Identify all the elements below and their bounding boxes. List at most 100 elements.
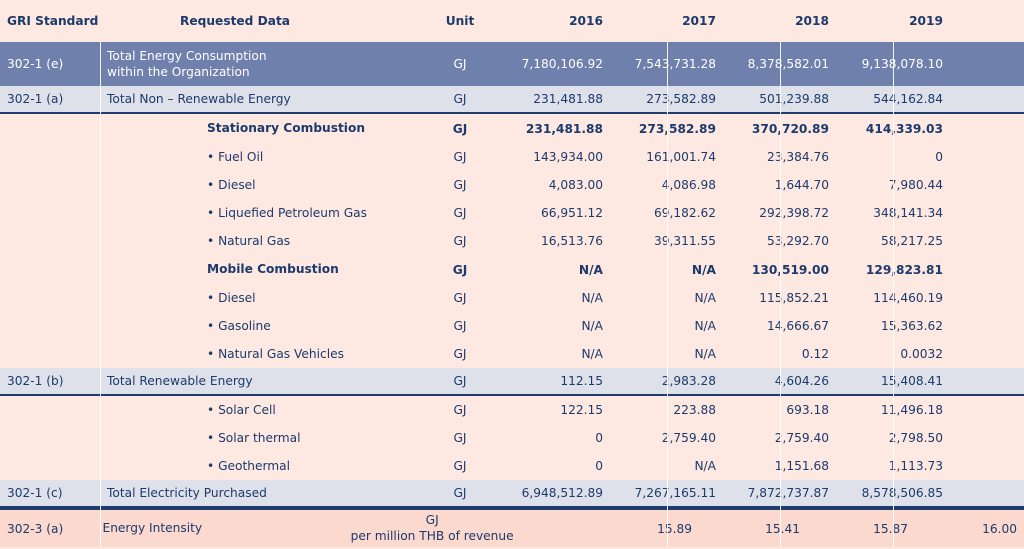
row-label: • Diesel [207,177,256,192]
row-label: Total Electricity Purchased [107,485,267,500]
value-2016: 231,481.88 [525,121,603,136]
value-2017: 223.88 [673,403,716,417]
header-year-2018: 2018 [795,14,829,28]
table-row: • Solar Cell GJ 122.15 223.88 693.18 11,496.1… [0,396,1024,424]
unit-cell: GJ [453,291,467,305]
table-row: • Fuel Oil GJ 143,934.00 161,001.74 23,384.7… [0,143,1024,171]
value-2019: 15,363.62 [880,319,943,333]
unit-cell: GJ [453,234,467,248]
value-2019: 16.00 [982,521,1017,536]
value-2017: 69,182.62 [653,206,716,220]
row-label: Total Non – Renewable Energy [107,91,291,106]
unit-cell: GJ [453,57,467,71]
table-row: 302-3 (a) Energy Intensity GJ per million … [0,508,1024,547]
value-2018: 7,872,737.87 [747,486,829,500]
header-year-2016: 2016 [569,14,603,28]
table-row: • Diesel GJ N/A N/A 115,852.21 114,460.19 [0,284,1024,312]
unit-cell: GJ [453,178,467,192]
value-2018: 0.12 [801,347,829,361]
row-label: Energy Intensity [102,521,203,536]
row-label: • Solar Cell [207,402,276,417]
table-row: Mobile Combustion GJ N/A N/A 130,519.00 129,8… [0,255,1024,284]
value-2018: 1,644.70 [774,178,829,192]
value-2017: N/A [694,291,716,305]
unit-cell: GJ [453,206,467,220]
value-2017: 273,582.89 [646,92,716,106]
row-label: Total Renewable Energy [107,373,253,388]
table-row: 302-1 (b) Total Renewable Energy GJ 112.15 2… [0,368,1024,396]
table-row: • Solar thermal GJ 0 2,759.40 2,759.40 2,798.… [0,424,1024,452]
value-2017: N/A [691,262,716,277]
value-2017: 161,001.74 [646,150,716,164]
value-2016: 66,951.12 [540,206,603,220]
table-row: • Diesel GJ 4,083.00 4,086.98 1,644.70 7,980.… [0,171,1024,199]
unit-cell: GJ [453,347,467,361]
row-label: • Solar thermal [207,430,301,445]
unit-cell: GJ [453,459,467,473]
header-gri: GRI Standard [7,14,99,28]
gri-code: 302-3 (a) [7,521,64,536]
table-row: • Liquefied Petroleum Gas GJ 66,951.12 69,1… [0,199,1024,227]
table-row: Stationary Combustion GJ 231,481.88 273,582… [0,114,1024,143]
value-2016: 122.15 [560,403,603,417]
unit-cell: GJ [453,92,467,106]
value-2017: 273,582.89 [638,121,716,136]
value-2017: N/A [694,319,716,333]
unit-cell: GJ [453,403,467,417]
value-2018: 53,292.70 [766,234,829,248]
row-label: • Geothermal [207,458,290,473]
value-2018: 15.87 [873,521,908,536]
value-2016: 4,083.00 [548,178,603,192]
unit-cell: GJ [453,486,467,500]
value-2019: 129,823.81 [865,262,943,277]
row-label: • Natural Gas Vehicles [207,346,344,361]
value-2019: 15,408.41 [880,374,943,388]
unit-cell: GJ [453,374,467,388]
value-2018: 370,720.89 [751,121,829,136]
value-2019: 0.0032 [900,347,943,361]
table-header: GRI Standard Requested Data Unit 2016 20… [0,0,1024,42]
value-2018: 4,604.26 [774,374,829,388]
value-2018: 130,519.00 [751,262,829,277]
value-2019: 8,578,506.85 [861,486,943,500]
value-2018: 2,759.40 [774,431,829,445]
table-row: • Geothermal GJ 0 N/A 1,151.68 1,113.73 [0,452,1024,480]
value-2016: 15.89 [657,521,692,536]
table-row: 302-1 (c) Total Electricity Purchased GJ 6,… [0,480,1024,508]
value-2016: 6,948,512.89 [521,486,603,500]
unit-cell: GJ [453,431,467,445]
header-requested-data: Requested Data [180,14,291,28]
value-2016: 16,513.76 [540,234,603,248]
value-2019: 7,980.44 [888,178,943,192]
row-label: Stationary Combustion [207,121,366,136]
value-2019: 544,162.84 [873,92,943,106]
row-label: • Fuel Oil [207,149,264,164]
value-2018: 693.18 [786,403,829,417]
value-2019: 0 [935,150,943,164]
value-2018: 8,378,582.01 [747,57,829,71]
value-2019: 11,496.18 [880,403,943,417]
table-row: • Natural Gas Vehicles GJ N/A N/A 0.12 0.0032 [0,340,1024,368]
value-2016: N/A [578,262,603,277]
value-2018: 115,852.21 [759,291,829,305]
gri-code: 302-1 (c) [7,486,63,500]
unit-cell: GJ [452,121,468,136]
gri-code: 302-1 (b) [7,374,64,388]
unit-cell: GJ [453,319,467,333]
value-2018: 292,398.72 [759,206,829,220]
header-year-2019: 2019 [909,14,943,28]
header-unit: Unit [445,14,475,28]
value-2016: 0 [595,459,603,473]
value-2017: 7,543,731.28 [634,57,716,71]
value-2017: 4,086.98 [661,178,716,192]
value-2017: N/A [694,347,716,361]
value-2016: 112.15 [560,374,603,388]
value-2016: N/A [581,319,603,333]
unit-cell: GJ [452,262,468,277]
row-label: Total Energy Consumption within the Orga… [107,48,267,79]
value-2019: 114,460.19 [873,291,943,305]
row-label: • Liquefied Petroleum Gas [207,205,367,220]
value-2019: 1,113.73 [888,459,943,473]
value-2016: 0 [595,431,603,445]
